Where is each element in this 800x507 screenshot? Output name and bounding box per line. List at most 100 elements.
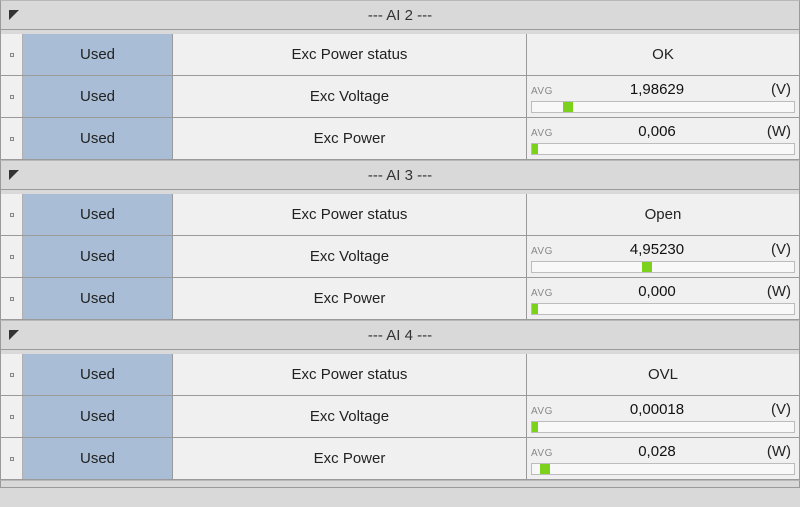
level-bar-fill <box>532 422 538 432</box>
param-label: Exc Power status <box>173 34 527 75</box>
level-bar <box>531 143 795 155</box>
row-handle[interactable] <box>1 76 23 117</box>
level-bar-fill <box>563 102 573 112</box>
row-handle[interactable] <box>1 438 23 479</box>
table-row: UsedExc Power statusOVL <box>0 354 800 396</box>
measure-value: AVG0,000(W) <box>527 281 799 303</box>
value-cell: AVG1,98629(V) <box>527 76 799 117</box>
row-handle[interactable] <box>1 354 23 395</box>
handle-icon <box>10 53 14 57</box>
value-cell: AVG0,00018(V) <box>527 396 799 437</box>
param-label: Exc Power status <box>173 194 527 235</box>
value-cell: AVG0,006(W) <box>527 118 799 159</box>
level-bar <box>531 261 795 273</box>
status-value: OK <box>527 34 799 75</box>
value-cell: Open <box>527 194 799 235</box>
param-label: Exc Power <box>173 118 527 159</box>
param-label: Exc Voltage <box>173 396 527 437</box>
param-label: Exc Voltage <box>173 236 527 277</box>
section-header[interactable]: --- AI 3 --- <box>0 160 800 190</box>
row-handle[interactable] <box>1 34 23 75</box>
avg-label: AVG <box>531 241 565 263</box>
avg-label: AVG <box>531 443 565 465</box>
handle-icon <box>10 137 14 141</box>
value-cell: OVL <box>527 354 799 395</box>
used-cell[interactable]: Used <box>23 34 173 75</box>
value-unit: (V) <box>749 239 791 261</box>
value-number: 0,028 <box>565 441 749 463</box>
row-handle[interactable] <box>1 194 23 235</box>
status-value: OVL <box>527 354 799 395</box>
row-handle[interactable] <box>1 396 23 437</box>
row-handle[interactable] <box>1 236 23 277</box>
value-unit: (W) <box>749 441 791 463</box>
table-row: UsedExc VoltageAVG1,98629(V) <box>0 76 800 118</box>
level-bar-fill <box>532 304 538 314</box>
level-bar <box>531 101 795 113</box>
value-unit: (V) <box>749 79 791 101</box>
section-header <box>0 480 800 488</box>
used-cell[interactable]: Used <box>23 236 173 277</box>
level-bar-fill <box>642 262 652 272</box>
level-bar <box>531 421 795 433</box>
used-cell[interactable]: Used <box>23 438 173 479</box>
handle-icon <box>10 255 14 259</box>
value-number: 0,00018 <box>565 399 749 421</box>
handle-icon <box>10 457 14 461</box>
expand-icon[interactable] <box>1 10 23 20</box>
avg-label: AVG <box>531 401 565 423</box>
section-title: --- AI 4 --- <box>23 327 799 344</box>
level-bar-fill <box>540 464 550 474</box>
level-bar-fill <box>532 144 538 154</box>
measure-value: AVG0,006(W) <box>527 121 799 143</box>
level-bar <box>531 463 795 475</box>
handle-icon <box>10 373 14 377</box>
row-handle[interactable] <box>1 118 23 159</box>
param-label: Exc Voltage <box>173 76 527 117</box>
value-number: 1,98629 <box>565 79 749 101</box>
value-number: 0,006 <box>565 121 749 143</box>
value-cell: AVG0,000(W) <box>527 278 799 319</box>
param-label: Exc Power <box>173 278 527 319</box>
table-row: UsedExc Power statusOK <box>0 34 800 76</box>
value-cell: AVG4,95230(V) <box>527 236 799 277</box>
avg-label: AVG <box>531 283 565 305</box>
handle-icon <box>10 213 14 217</box>
used-cell[interactable]: Used <box>23 194 173 235</box>
table-row: UsedExc PowerAVG0,028(W) <box>0 438 800 480</box>
section-header[interactable]: --- AI 4 --- <box>0 320 800 350</box>
avg-label: AVG <box>531 123 565 145</box>
channel-config-panel: --- AI 2 ---UsedExc Power statusOKUsedEx… <box>0 0 800 488</box>
value-number: 4,95230 <box>565 239 749 261</box>
measure-value: AVG0,00018(V) <box>527 399 799 421</box>
used-cell[interactable]: Used <box>23 354 173 395</box>
used-cell[interactable]: Used <box>23 76 173 117</box>
expand-icon[interactable] <box>1 170 23 180</box>
value-number: 0,000 <box>565 281 749 303</box>
table-row: UsedExc PowerAVG0,006(W) <box>0 118 800 160</box>
value-unit: (W) <box>749 281 791 303</box>
param-label: Exc Power status <box>173 354 527 395</box>
handle-icon <box>10 415 14 419</box>
table-row: UsedExc PowerAVG0,000(W) <box>0 278 800 320</box>
expand-icon[interactable] <box>1 330 23 340</box>
value-unit: (V) <box>749 399 791 421</box>
row-handle[interactable] <box>1 278 23 319</box>
section-title: --- AI 3 --- <box>23 167 799 184</box>
measure-value: AVG1,98629(V) <box>527 79 799 101</box>
avg-label: AVG <box>531 81 565 103</box>
handle-icon <box>10 95 14 99</box>
measure-value: AVG0,028(W) <box>527 441 799 463</box>
handle-icon <box>10 297 14 301</box>
value-cell: OK <box>527 34 799 75</box>
used-cell[interactable]: Used <box>23 396 173 437</box>
table-row: UsedExc VoltageAVG4,95230(V) <box>0 236 800 278</box>
section-header[interactable]: --- AI 2 --- <box>0 0 800 30</box>
status-value: Open <box>527 194 799 235</box>
measure-value: AVG4,95230(V) <box>527 239 799 261</box>
value-cell: AVG0,028(W) <box>527 438 799 479</box>
section-title: --- AI 2 --- <box>23 7 799 24</box>
param-label: Exc Power <box>173 438 527 479</box>
used-cell[interactable]: Used <box>23 278 173 319</box>
used-cell[interactable]: Used <box>23 118 173 159</box>
